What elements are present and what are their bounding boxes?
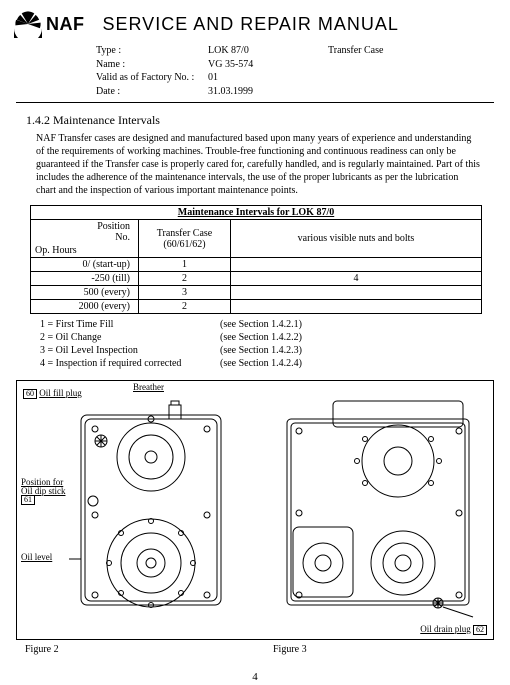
callout-oil-level: Oil level	[21, 553, 52, 562]
col-no: No.	[115, 232, 130, 243]
type-value: LOK 87/0	[208, 44, 328, 58]
figures-panel: 60 Oil fill plug Breather Position for O…	[16, 380, 494, 640]
op-cell: 500 (every)	[31, 286, 139, 300]
page-number: 4	[0, 671, 510, 683]
op-cell: -250 (till)	[31, 272, 139, 286]
brand-text: NAF	[46, 14, 85, 35]
section-title: Maintenance Intervals	[53, 113, 160, 127]
c2-cell	[231, 258, 482, 272]
table-row: 0/ (start-up) 1	[31, 258, 482, 272]
callout-breather: Breather	[133, 383, 164, 392]
c2-cell	[231, 300, 482, 314]
legend-4: 4 = Inspection if required corrected	[40, 357, 220, 370]
c2-cell	[231, 286, 482, 300]
table-row: 2000 (every) 2	[31, 300, 482, 314]
c1-cell: 2	[139, 272, 231, 286]
legend: 1 = First Time Fill(see Section 1.4.2.1)…	[40, 318, 484, 370]
figure-2-label: Figure 2	[25, 644, 59, 655]
legend-2-ref: (see Section 1.4.2.2)	[220, 331, 302, 344]
box-61: 61	[21, 495, 35, 505]
legend-2: 2 = Oil Change	[40, 331, 220, 344]
section-body: NAF Transfer cases are designed and manu…	[36, 132, 480, 197]
c1-cell: 2	[139, 300, 231, 314]
figure-3-drawing	[273, 395, 483, 625]
legend-3-ref: (see Section 1.4.2.3)	[220, 344, 302, 357]
name-value: VG 35-574	[208, 58, 328, 72]
figure-2-drawing	[51, 395, 251, 625]
name-label: Name :	[96, 58, 208, 72]
box-60: 60	[23, 389, 37, 399]
op-cell: 2000 (every)	[31, 300, 139, 314]
legend-4-ref: (see Section 1.4.2.4)	[220, 357, 302, 370]
header: NAF SERVICE AND REPAIR MANUAL	[0, 0, 510, 42]
header-divider	[16, 102, 494, 103]
box-62: 62	[473, 625, 487, 635]
label-oil-fill: Oil fill plug	[39, 389, 82, 398]
col-position: Position	[97, 221, 130, 232]
table-row: 500 (every) 3	[31, 286, 482, 300]
c1-cell: 3	[139, 286, 231, 300]
callout-drain: Oil drain plug 62	[420, 625, 487, 635]
callout-dipstick-box: 61	[21, 495, 35, 505]
c1-cell: 1	[139, 258, 231, 272]
col-transfer-case: Transfer Case (60/61/62)	[139, 220, 231, 258]
col-nuts-bolts: various visible nuts and bolts	[231, 220, 482, 258]
date-value: 31.03.1999	[208, 85, 328, 99]
date-label: Date :	[96, 85, 208, 99]
maintenance-table: Maintenance Intervals for LOK 87/0 Posit…	[30, 205, 482, 314]
manual-title: SERVICE AND REPAIR MANUAL	[103, 14, 399, 35]
c2-cell: 4	[231, 272, 482, 286]
doc-info: Type : LOK 87/0 Transfer Case Name : VG …	[96, 44, 510, 98]
type-extra: Transfer Case	[328, 44, 383, 58]
label-oil-level: Oil level	[21, 553, 52, 562]
legend-1: 1 = First Time Fill	[40, 318, 220, 331]
factory-value: 01	[208, 71, 328, 85]
callout-dipstick: Position for Oil dip stick	[21, 469, 66, 496]
figure-3-label: Figure 3	[273, 644, 307, 655]
type-label: Type :	[96, 44, 208, 58]
section: 1.4.2 Maintenance Intervals NAF Transfer…	[0, 113, 510, 370]
naf-icon	[14, 10, 42, 38]
section-heading: 1.4.2 Maintenance Intervals	[26, 113, 484, 128]
legend-3: 3 = Oil Level Inspection	[40, 344, 220, 357]
label-breather: Breather	[133, 383, 164, 392]
table-title: Maintenance Intervals for LOK 87/0	[31, 206, 482, 220]
col-op-hours: Op. Hours	[31, 244, 139, 258]
legend-1-ref: (see Section 1.4.2.1)	[220, 318, 302, 331]
callout-oil-fill: 60 Oil fill plug	[23, 389, 82, 399]
op-cell: 0/ (start-up)	[31, 258, 139, 272]
section-number: 1.4.2	[26, 113, 50, 127]
table-row: -250 (till) 2 4	[31, 272, 482, 286]
brand-logo: NAF	[14, 10, 85, 38]
factory-label: Valid as of Factory No. :	[96, 71, 208, 85]
label-dipstick: Position for Oil dip stick	[21, 478, 66, 496]
label-drain: Oil drain plug	[420, 625, 471, 634]
